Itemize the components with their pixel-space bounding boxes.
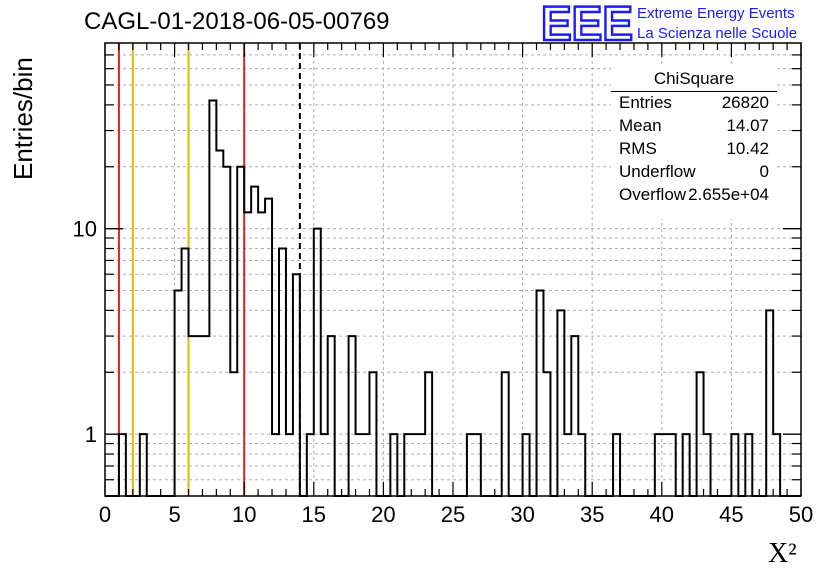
logo-line2: La Scienza nelle Scuole — [637, 25, 798, 42]
stat-value: 2.655e+04 — [688, 185, 769, 204]
stats-box: ChiSquare Entries 26820 Mean 14.07 RMS 1… — [611, 67, 777, 219]
y-tick-label: 10 — [73, 217, 97, 242]
stat-label: Entries — [619, 93, 672, 112]
stat-label: Overflow — [619, 185, 687, 204]
stat-label: RMS — [619, 139, 657, 158]
x-tick-label: 5 — [168, 502, 180, 527]
x-axis-label: X² — [768, 538, 797, 569]
logo-mark: EEE — [541, 2, 633, 44]
stat-row-rms: RMS 10.42 — [619, 139, 769, 161]
stat-value: 14.07 — [726, 116, 769, 135]
x-tick-label: 40 — [650, 502, 674, 527]
stats-divider — [611, 91, 777, 92]
y-axis-label: Entries/bin — [8, 57, 38, 180]
stat-row-entries: Entries 26820 — [619, 93, 769, 115]
eee-logo: EEE — [541, 2, 633, 44]
logo-text: Extreme Energy Events La Scienza nelle S… — [637, 4, 797, 44]
x-tick-label: 0 — [99, 502, 111, 527]
stat-label: Underflow — [619, 162, 696, 181]
stat-row-mean: Mean 14.07 — [619, 116, 769, 138]
x-tick-label: 10 — [232, 502, 256, 527]
stat-value: 0 — [759, 162, 769, 181]
stat-row-overflow: Overflow 2.655e+04 — [619, 185, 769, 207]
x-tick-label: 30 — [510, 502, 534, 527]
stat-value: 26820 — [721, 93, 769, 112]
stat-value: 10.42 — [726, 139, 769, 158]
x-tick-label: 50 — [789, 502, 813, 527]
y-tick-label: 1 — [85, 422, 97, 447]
logo-line1: Extreme Energy Events — [637, 5, 795, 22]
stats-title: ChiSquare — [653, 69, 735, 88]
x-tick-label: 25 — [441, 502, 465, 527]
x-tick-label: 35 — [580, 502, 604, 527]
x-tick-label: 20 — [371, 502, 395, 527]
chart-title: CAGL-01-2018-06-05-00769 — [84, 8, 390, 35]
stat-row-underflow: Underflow 0 — [619, 162, 769, 184]
stat-label: Mean — [619, 116, 662, 135]
x-tick-label: 45 — [719, 502, 743, 527]
x-tick-label: 15 — [302, 502, 326, 527]
